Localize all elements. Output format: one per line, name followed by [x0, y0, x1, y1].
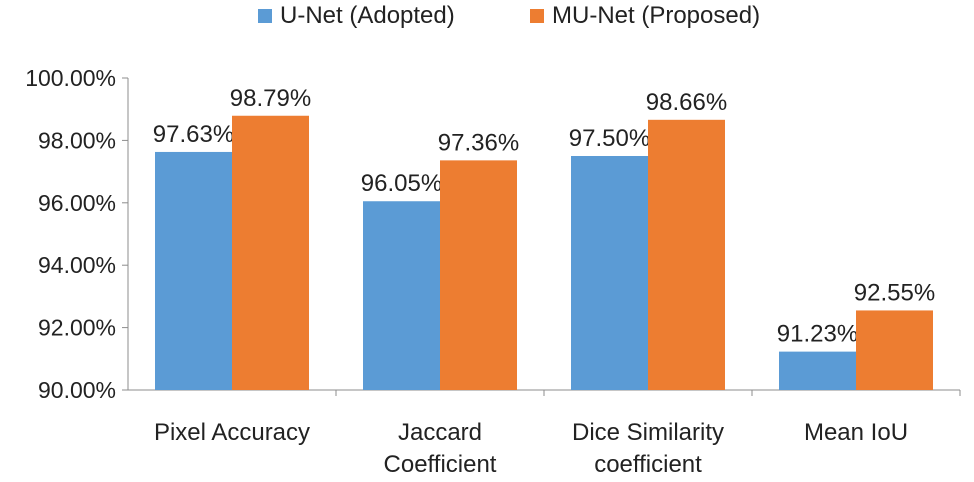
x-tick-label: Dice Similarity: [572, 419, 724, 446]
x-tick-label: Mean IoU: [804, 419, 908, 446]
data-label: 96.05%: [361, 170, 442, 197]
x-tick-label: Jaccard: [398, 419, 482, 446]
data-label: 98.66%: [646, 89, 727, 116]
data-label: 97.50%: [569, 125, 650, 152]
legend-label-unet: U-Net (Adopted): [280, 2, 455, 29]
bar-munet: [856, 310, 933, 390]
bar-unet: [155, 151, 232, 390]
x-tick-label: Pixel Accuracy: [154, 419, 310, 446]
bar-munet: [232, 115, 309, 390]
bar-munet: [440, 160, 517, 390]
bar-unet: [363, 201, 440, 390]
y-tick-label: 96.00%: [38, 190, 116, 216]
y-tick-label: 94.00%: [38, 252, 116, 278]
x-tick-label: coefficient: [594, 451, 702, 477]
data-label: 97.36%: [438, 129, 519, 156]
legend-label-munet: MU-Net (Proposed): [552, 2, 761, 29]
y-tick-label: 90.00%: [38, 377, 116, 403]
legend-swatch-munet: [530, 9, 544, 23]
legend: U-Net (Adopted) MU-Net (Proposed): [0, 2, 974, 32]
data-label: 97.63%: [153, 121, 234, 148]
legend-swatch-unet: [258, 9, 272, 23]
y-tick-label: 100.00%: [25, 65, 116, 91]
data-label: 92.55%: [854, 279, 935, 306]
bar-unet: [571, 156, 648, 390]
legend-item-munet: MU-Net (Proposed): [530, 2, 760, 30]
y-tick-label: 92.00%: [38, 315, 116, 341]
x-tick-label: Coefficient: [384, 451, 497, 477]
y-tick-label: 98.00%: [38, 127, 116, 153]
bar-unet: [779, 351, 856, 390]
data-label: 98.79%: [230, 85, 311, 112]
legend-item-unet: U-Net (Adopted): [258, 2, 455, 30]
data-label: 91.23%: [777, 321, 858, 348]
bar-munet: [648, 119, 725, 391]
